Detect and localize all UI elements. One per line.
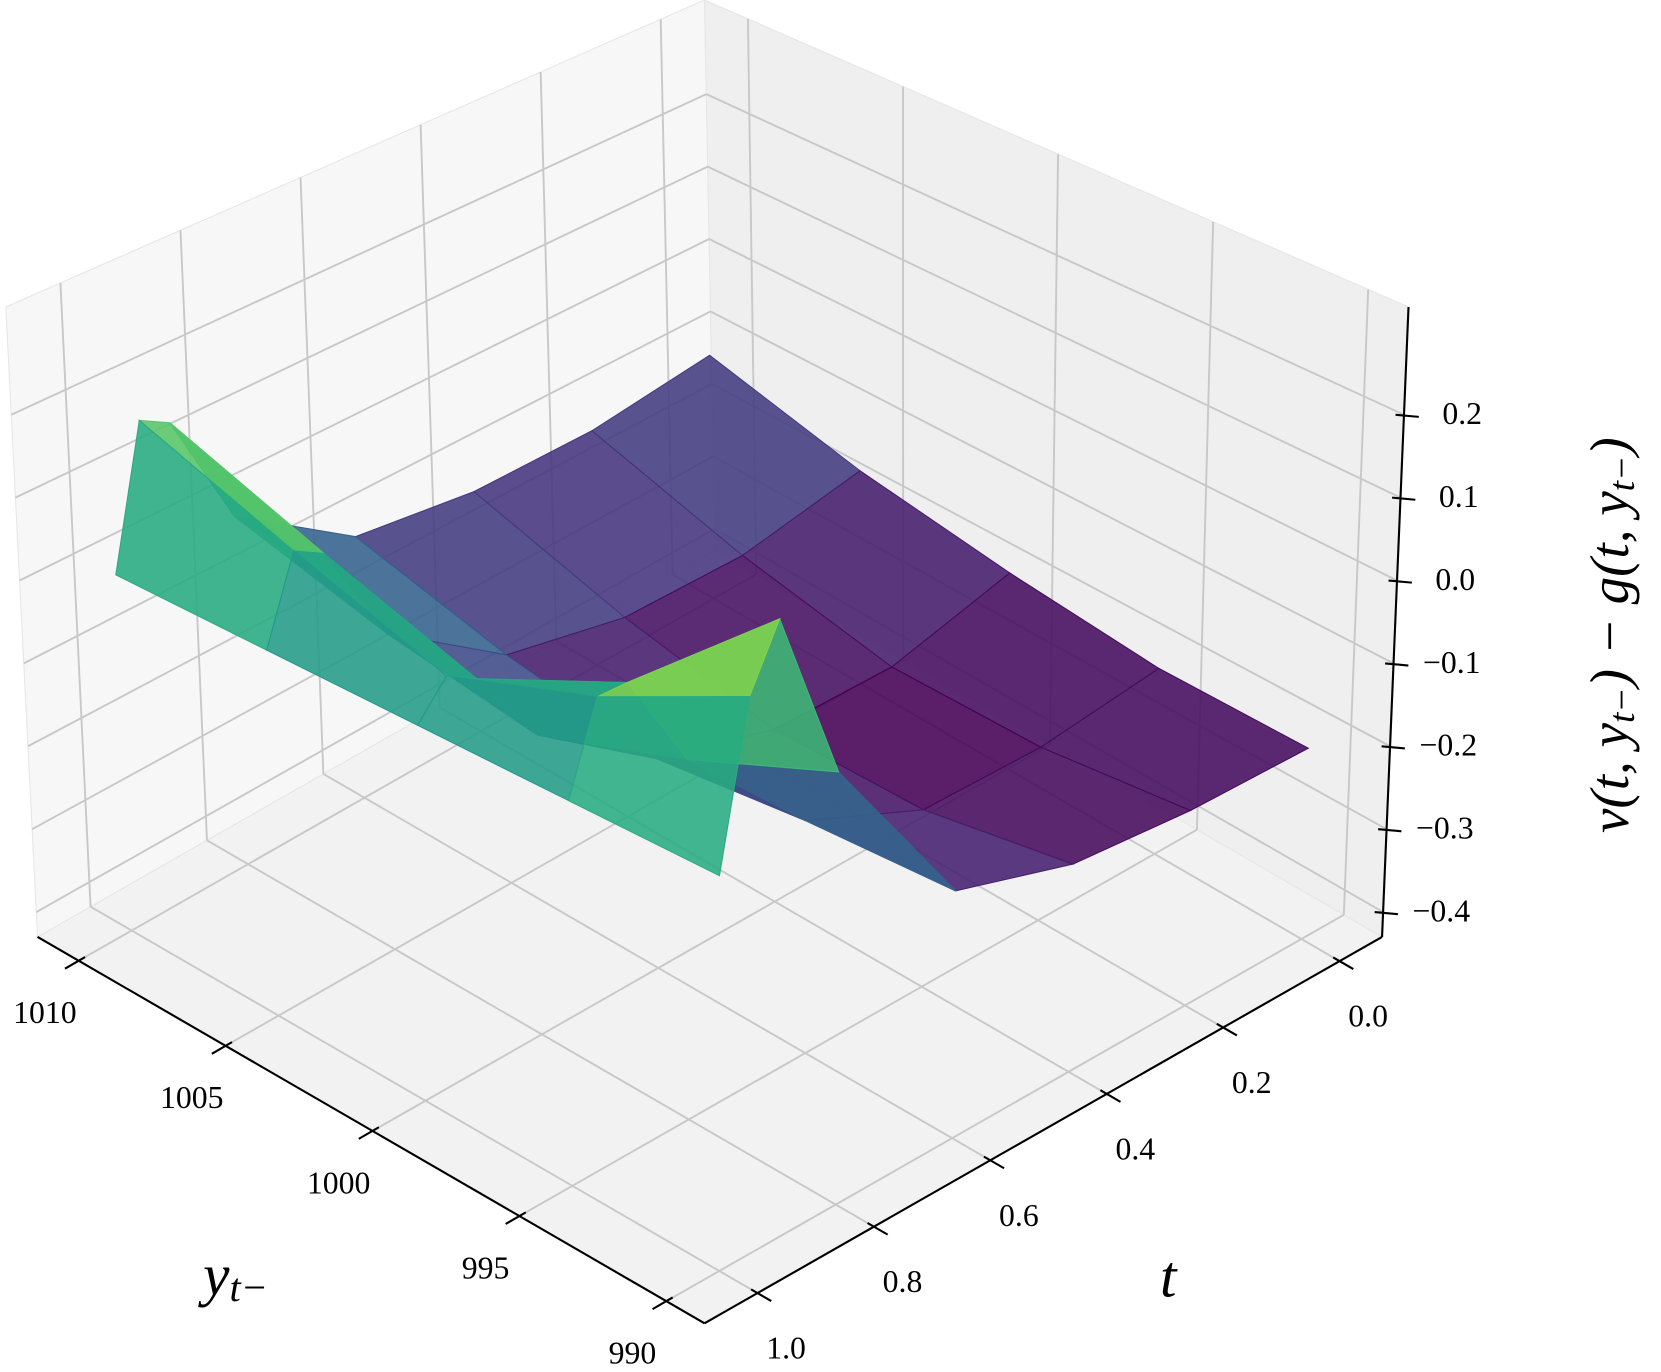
- z-tick-label: −0.2: [1419, 728, 1477, 763]
- z-tick: [1374, 910, 1399, 916]
- z-tick: [1384, 662, 1409, 667]
- z-tick-label: 0.1: [1439, 479, 1479, 514]
- y-tick: [505, 1211, 527, 1225]
- z-tick: [1391, 496, 1416, 501]
- grid-line: [15, 165, 709, 499]
- y-tick-label: 1005: [160, 1080, 223, 1115]
- x-tick-label: 0.4: [1115, 1131, 1155, 1166]
- x-tick-label: 0.6: [999, 1198, 1039, 1233]
- x-axis-label: t: [1160, 1244, 1178, 1310]
- grid-line: [90, 905, 758, 1294]
- x-tick: [867, 1222, 889, 1236]
- z-axis-line: [1380, 306, 1410, 937]
- x-tick-label: 0.0: [1348, 999, 1388, 1034]
- x-tick-label: 0.2: [1232, 1065, 1272, 1100]
- y-tick-label: 1010: [13, 995, 77, 1030]
- y-axis-line: [37, 935, 706, 1325]
- z-axis-label-part: t−: [1602, 456, 1643, 492]
- grid-line: [59, 282, 92, 907]
- x-tick: [750, 1288, 772, 1302]
- grid-line: [705, 93, 1405, 416]
- x-axis-line: [703, 935, 1383, 1325]
- y-tick-label: 1000: [307, 1165, 371, 1200]
- z-tick: [1395, 413, 1419, 418]
- y-axis-label-part: t−: [230, 1265, 268, 1310]
- grid-line: [206, 839, 875, 1228]
- grid-line: [322, 773, 991, 1162]
- x-tick: [983, 1155, 1005, 1170]
- x-tick-label: 1.0: [766, 1331, 806, 1366]
- z-axis-label-part: v(t, y: [1579, 722, 1640, 833]
- grid-line: [518, 828, 1198, 1217]
- grid-line: [23, 310, 711, 665]
- x-tick: [1332, 956, 1354, 970]
- z-axis-label-part: t−: [1602, 687, 1643, 723]
- y-tick: [211, 1041, 233, 1055]
- z-tick: [1388, 579, 1412, 584]
- y-tick: [64, 956, 86, 970]
- y-axis-label-part: y: [198, 1242, 230, 1308]
- grid-line: [10, 93, 707, 416]
- grid-line: [665, 913, 1345, 1303]
- y-tick: [652, 1296, 674, 1311]
- x-tick: [1216, 1022, 1238, 1037]
- z-tick-label: 0.0: [1435, 562, 1475, 597]
- z-tick-label: −0.3: [1416, 811, 1474, 846]
- grid-line: [1342, 289, 1370, 915]
- grid-line: [708, 238, 1398, 582]
- grid-line: [707, 165, 1401, 499]
- z-tick: [1378, 828, 1402, 833]
- z-tick-label: −0.4: [1413, 893, 1471, 928]
- y-axis-label: yt−: [198, 1242, 268, 1311]
- y-tick-label: 990: [609, 1336, 657, 1371]
- z-axis-label-part: ) − g(t, y: [1579, 491, 1640, 691]
- y-tick: [358, 1126, 380, 1140]
- z-axis-label: v(t, yt−) − g(t, yt−): [1579, 437, 1643, 833]
- z-axis-label-part: ): [1579, 437, 1640, 458]
- z-tick: [1381, 745, 1405, 750]
- y-tick-label: 995: [462, 1250, 510, 1285]
- x-tick-label: 0.8: [883, 1264, 923, 1299]
- z-tick-label: −0.1: [1423, 645, 1481, 680]
- x-tick: [1099, 1089, 1122, 1103]
- surface: [115, 354, 1310, 892]
- surface-patch: [567, 695, 751, 877]
- z-tick-label: 0.2: [1442, 396, 1482, 431]
- grid-line: [710, 310, 1394, 665]
